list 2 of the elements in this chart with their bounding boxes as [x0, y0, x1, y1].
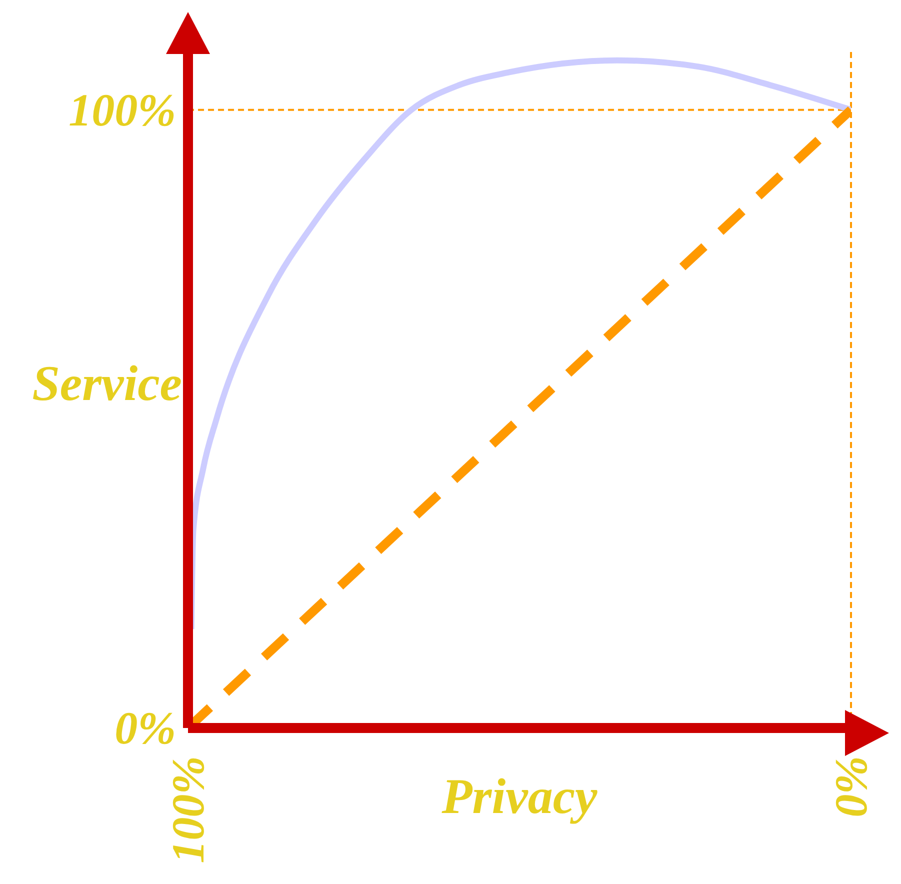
x-axis-title: Privacy: [440, 768, 598, 824]
y-axis-title: Service: [32, 355, 182, 411]
